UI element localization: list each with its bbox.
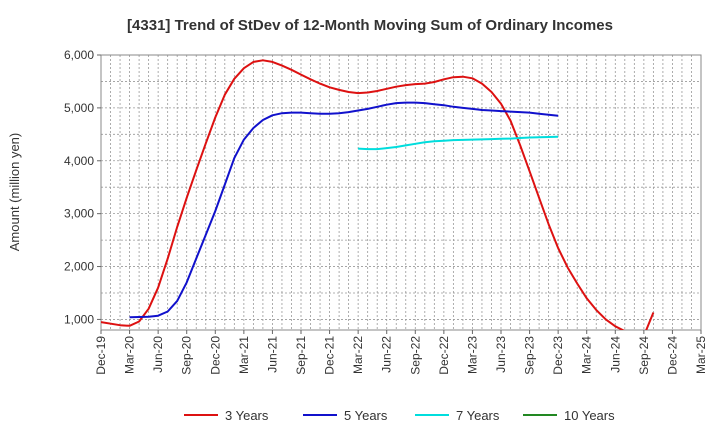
legend: 3 Years 5 Years 7 Years 10 Years [184, 408, 615, 423]
y-tick-label: 3,000 [64, 207, 94, 221]
y-tick-label: 6,000 [64, 48, 94, 62]
x-tick-label: Jun-22 [380, 336, 394, 373]
x-tick-label: Jun-23 [494, 336, 508, 373]
x-tick-label: Mar-20 [123, 336, 137, 374]
series-line-7-years [358, 135, 559, 151]
series-line-3-years [101, 59, 655, 330]
y-tick-label: 4,000 [64, 154, 94, 168]
series-line-5-years [129, 101, 559, 319]
x-tick-label: Dec-20 [208, 336, 222, 375]
x-tick-label: Dec-21 [323, 336, 337, 375]
plot-background [101, 55, 701, 330]
x-tick-label: Mar-24 [580, 336, 594, 374]
plot-border [100, 54, 702, 331]
x-tick-label: Jun-21 [265, 336, 279, 373]
x-tick-label: Mar-21 [237, 336, 251, 374]
chart-title: [4331] Trend of StDev of 12-Month Moving… [127, 17, 613, 34]
series-layer [101, 59, 655, 330]
x-tick-label: Sep-21 [294, 336, 308, 375]
plot-area [100, 54, 702, 331]
x-tick-label: Sep-20 [180, 336, 194, 375]
x-tick-label: Dec-23 [551, 336, 565, 375]
x-tick-label: Dec-22 [437, 336, 451, 375]
x-tick-label: Sep-24 [637, 336, 651, 375]
x-tick-label: Mar-25 [694, 336, 708, 374]
x-tick-label: Mar-23 [465, 336, 479, 374]
x-tick-label: Dec-24 [665, 336, 679, 375]
y-tick-label: 5,000 [64, 101, 94, 115]
x-tick-label: Dec-19 [94, 336, 108, 375]
legend-label: 7 Years [456, 408, 500, 423]
x-tick-label: Mar-22 [351, 336, 365, 374]
x-axis: Dec-19 Mar-20 Jun-20 Sep-20 Dec-20 Mar-21 Jun-… [94, 330, 708, 375]
y-axis-label: Amount (million yen) [7, 133, 22, 252]
y-tick-label: 1,000 [64, 312, 94, 326]
y-tick-label: 2,000 [64, 260, 94, 274]
legend-label: 3 Years [225, 408, 269, 423]
legend-label: 5 Years [344, 408, 388, 423]
x-tick-label: Sep-22 [408, 336, 422, 375]
x-tick-label: Jun-24 [608, 336, 622, 373]
x-tick-label: Sep-23 [523, 336, 537, 375]
x-tick-label: Jun-20 [151, 336, 165, 373]
y-axis: 1,000 2,000 3,000 4,000 5,000 6,000 [64, 48, 101, 326]
legend-label: 10 Years [564, 408, 615, 423]
